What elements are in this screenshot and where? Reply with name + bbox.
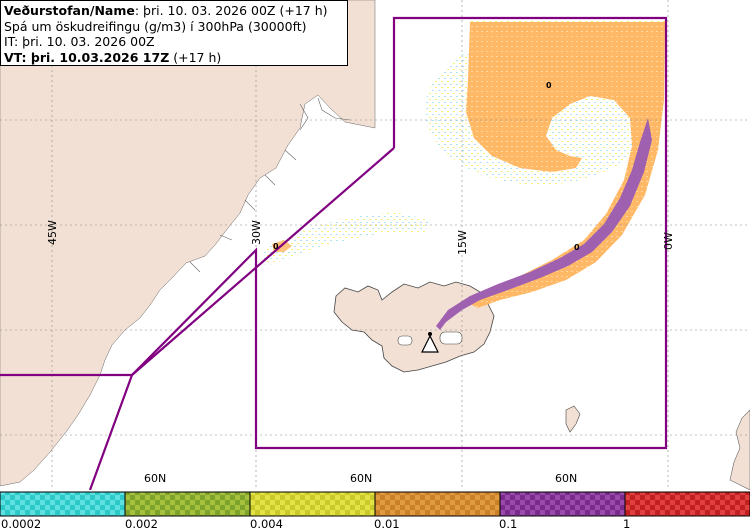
ash-cloud-purple xyxy=(436,118,652,330)
legend-bin xyxy=(249,491,376,517)
iceland-landmass xyxy=(333,281,495,373)
legend-tick-label: 0.01 xyxy=(374,517,400,531)
ash-cloud-fringe-west xyxy=(262,212,430,266)
ash-forecast-map: 45W 30W 15W 0W 60N 60N 60N 0 0 0 xyxy=(0,0,750,490)
agency-name: Veðurstofan/Name xyxy=(4,3,135,18)
legend-bin xyxy=(0,491,126,517)
ash-cloud-orange xyxy=(466,22,665,308)
legend-tick-label: 0.0002 xyxy=(1,517,42,531)
legend-tick-label: 0.004 xyxy=(250,517,283,531)
glacier xyxy=(439,331,463,345)
glacier xyxy=(397,335,413,346)
header-line-1: Veðurstofan/Name: þri. 10. 03. 2026 00Z … xyxy=(4,3,328,18)
valid-time: VT: þri. 10.03.2026 17Z (+17 h) xyxy=(4,49,222,65)
forecast-info-box: Veðurstofan/Name: þri. 10. 03. 2026 00Z … xyxy=(0,0,348,66)
legend-bin xyxy=(624,491,750,517)
initial-time: IT: þri. 10. 03. 2026 00Z xyxy=(4,34,155,49)
greenland-landmass xyxy=(0,0,376,487)
graticule xyxy=(0,0,750,490)
lat-label: 60N xyxy=(144,472,166,485)
lat-label: 60N xyxy=(350,472,372,485)
lon-label: 15W xyxy=(456,230,469,255)
lon-label: 30W xyxy=(250,220,263,245)
legend-bin xyxy=(374,491,501,517)
contour-label: 0 xyxy=(273,242,279,251)
lon-label: 45W xyxy=(46,220,59,245)
concentration-legend xyxy=(0,491,750,517)
scandinavia-coast xyxy=(729,409,750,490)
contour-label: 0 xyxy=(574,243,580,252)
lon-label: 0W xyxy=(662,232,675,250)
forecast-description: Spá um öskudreifingu (g/m3) í 300hPa (30… xyxy=(4,18,307,34)
legend-tick-label: 0.002 xyxy=(125,517,158,531)
contour-label: 0 xyxy=(546,81,552,90)
legend-bin xyxy=(124,491,251,517)
lat-label: 60N xyxy=(555,472,577,485)
faroe-islands xyxy=(565,405,581,433)
legend-tick-label: 0.1 xyxy=(499,517,518,531)
legend-tick-label: 1 xyxy=(623,517,631,531)
airspace-boundary xyxy=(0,16,668,490)
volcano-icon xyxy=(421,332,439,353)
legend-bin xyxy=(499,491,626,517)
fjord-lines xyxy=(189,97,351,273)
